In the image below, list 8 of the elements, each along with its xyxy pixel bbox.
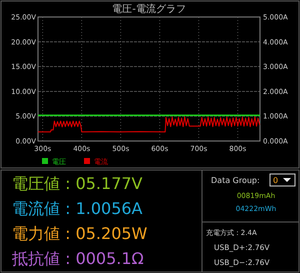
chart-title: 電圧-電流グラフ: [112, 3, 186, 15]
text: 電流値 : 1.0056A: [12, 199, 143, 218]
text: 抵抗値 : 0005.1Ω: [11, 249, 144, 268]
text: Data Group:: [211, 176, 260, 185]
text: 0: [273, 176, 278, 185]
text: 電圧値 : 05.177V: [12, 174, 143, 193]
line-series: [38, 116, 260, 132]
text: 電力値 : 05.205W: [12, 224, 148, 243]
